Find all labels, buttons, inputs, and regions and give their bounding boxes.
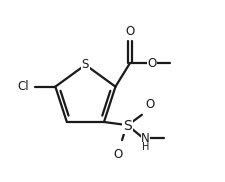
Text: O: O: [125, 25, 135, 37]
Text: S: S: [82, 58, 89, 71]
Text: H: H: [142, 142, 149, 152]
Text: O: O: [147, 57, 157, 70]
Text: O: O: [114, 148, 123, 161]
Text: O: O: [146, 98, 155, 111]
Text: N: N: [141, 132, 150, 145]
Text: Cl: Cl: [18, 80, 29, 93]
Text: S: S: [123, 119, 132, 133]
